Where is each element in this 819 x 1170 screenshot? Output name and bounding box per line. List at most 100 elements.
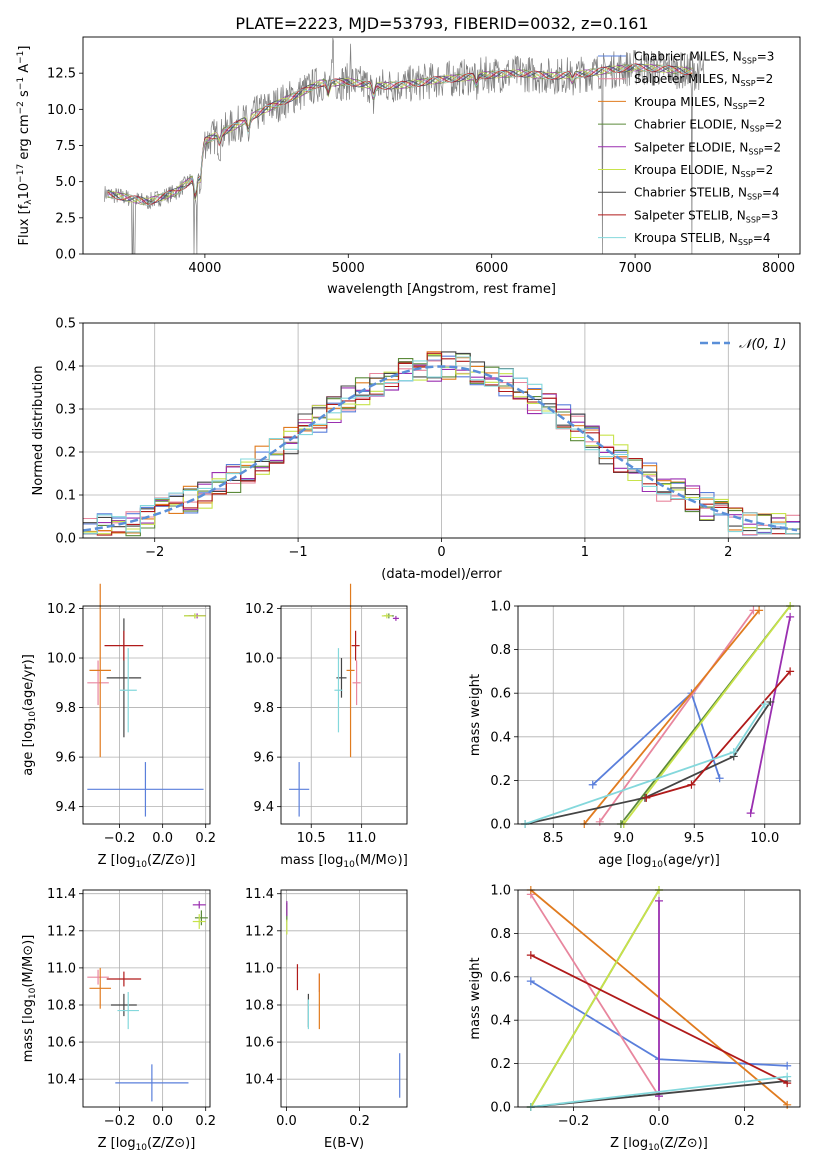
marker-kroupa-stelib (783, 1072, 792, 1081)
x-tick-label: 9.5 (684, 831, 705, 846)
plot-area (281, 606, 407, 824)
x-tick-label: −0.2 (558, 1114, 590, 1129)
x-tick-label: 0.2 (195, 1114, 216, 1129)
y-tick-label: 0.8 (490, 927, 511, 942)
marker-kroupa-stelib (760, 700, 769, 709)
line-chabrier-stelib (524, 701, 772, 825)
x-tick-label: 2 (724, 545, 732, 560)
line-salpeter-miles (530, 893, 660, 1097)
mass-weight-vs-age-panel: 8.5 9.0 9.5 10.0 0.0 0.2 0.4 0.6 0.8 1.0 age [log1… (468, 600, 801, 870)
x-axis-label: (data-model)/error (381, 567, 502, 582)
histogram-kroupa-stelib (83, 356, 800, 535)
y-tick-label: 9.8 (253, 701, 274, 716)
mass-vs-metallicity-panel: −0.2 0.0 0.2 10.4 10.6 10.8 11.0 11.2 11.4 Z [log… (21, 887, 216, 1153)
y-tick-label: 1.0 (490, 600, 511, 615)
y-tick-label: 11.2 (47, 924, 76, 939)
x-tick-label: −0.2 (104, 831, 136, 846)
spectrum-title: PLATE=2223, MJD=53793, FIBERID=0032, z=0… (235, 14, 648, 33)
marker-chabrier-miles (715, 774, 724, 783)
y-axis-label: mass weight (468, 957, 483, 1039)
x-tick-label: 8.5 (543, 831, 564, 846)
spectrum-panel: 4000 5000 6000 7000 8000 0.0 2.5 5.0 7.5 10.0 12.5… (16, 36, 801, 297)
y-tick-label: 5.0 (55, 175, 76, 190)
y-tick-label: 7.5 (55, 139, 76, 154)
y-tick-label: 10.4 (245, 1073, 274, 1088)
y-tick-label: 12.5 (47, 67, 76, 82)
marker-salpeter-elodie (786, 612, 795, 621)
x-tick-label: 9.0 (613, 831, 634, 846)
line-salpeter-stelib (530, 954, 788, 1084)
y-tick-label: 10.6 (47, 1036, 76, 1051)
legend-label-salpeter-miles: Salpeter MILES, NSSP=2 (634, 72, 773, 88)
x-tick-label: 0.0 (152, 1114, 173, 1129)
line-kroupa-elodie (623, 605, 791, 825)
x-tick-label: 0.0 (649, 1114, 670, 1129)
line-salpeter-elodie (749, 616, 791, 814)
y-tick-label: 9.4 (253, 800, 274, 815)
residuals-panel: −2 −1 0 1 2 0.0 0.1 0.2 0.3 0.4 0.5 𝒩(0, 1) (data-mo… (31, 317, 801, 582)
y-tick-label: 0.0 (55, 532, 76, 547)
x-tick-label: 7000 (619, 261, 652, 276)
x-tick-label: 0.2 (734, 1114, 755, 1129)
x-tick-label: 1 (581, 545, 589, 560)
marker-kroupa-miles (783, 1100, 792, 1109)
legend-label-kroupa-miles: Kroupa MILES, NSSP=2 (634, 95, 765, 111)
mass-weight-vs-metallicity-panel: −0.2 0.0 0.2 0.0 0.2 0.4 0.6 0.8 1.0 Z [log10(Z/Z… (468, 884, 801, 1153)
y-tick-label: 10.2 (245, 602, 274, 617)
y-tick-label: 0.4 (490, 1014, 511, 1029)
legend-label-chabrier-miles: Chabrier MILES, NSSP=3 (634, 50, 774, 66)
y-tick-label: 0.6 (490, 970, 511, 985)
y-tick-label: 0.0 (55, 248, 76, 263)
y-tick-label: 0.1 (55, 489, 76, 504)
marker-salpeter-elodie (655, 896, 663, 905)
line-kroupa-stelib (530, 1075, 788, 1108)
y-tick-label: 10.2 (47, 602, 76, 617)
axes-frame (517, 605, 801, 825)
axes-frame (82, 322, 801, 539)
y-tick-label: 11.0 (47, 961, 76, 976)
marker-chabrier-stelib (766, 697, 775, 706)
y-tick-label: 9.8 (55, 701, 76, 716)
y-tick-label: 0.0 (490, 1101, 511, 1116)
marker-salpeter-stelib (526, 951, 535, 960)
plot-area (83, 890, 210, 1107)
marker-salpeter-stelib (642, 793, 651, 802)
line-salpeter-miles (599, 609, 755, 823)
y-tick-label: 10.8 (245, 998, 274, 1013)
legend-label-chabrier-elodie: Chabrier ELODIE, NSSP=2 (634, 118, 782, 134)
x-axis-label: Z [log10(Z/Z⊙)] (610, 1136, 708, 1153)
age-vs-metallicity-panel: −0.2 0.0 0.2 9.4 9.6 9.8 10.0 10.2 Z [log10(Z/Z⊙… (21, 583, 216, 870)
plot-area (83, 606, 210, 824)
model-spectrum-kroupa-stelib (107, 63, 693, 206)
x-tick-label: −2 (145, 545, 164, 560)
x-tick-label: 6000 (475, 261, 508, 276)
axes-frame (280, 605, 408, 825)
marker-salpeter-stelib (687, 780, 696, 789)
x-axis-label: mass [log10(M/M⊙)] (280, 853, 408, 870)
y-axis-label: mass weight (468, 674, 483, 756)
axes-frame (82, 36, 801, 255)
y-tick-label: 11.2 (245, 924, 274, 939)
age-vs-mass-panel: 10.5 11.0 9.4 9.6 9.8 10.0 10.2 mass [log10(M/M… (245, 583, 408, 870)
axes-frame (517, 889, 801, 1108)
x-tick-label: 5000 (332, 261, 365, 276)
x-tick-label: 0.2 (195, 831, 216, 846)
axes-frame (280, 889, 408, 1108)
x-axis-label: wavelength [Angstrom, rest frame] (327, 282, 556, 297)
x-axis-label: Z [log10(Z/Z⊙)] (98, 853, 196, 870)
y-tick-label: 10.4 (47, 1073, 76, 1088)
y-axis-label: Normed distribution (31, 366, 46, 496)
y-tick-label: 0.4 (490, 730, 511, 745)
marker-kroupa-stelib (729, 748, 738, 757)
marker-chabrier-miles (526, 977, 535, 986)
x-tick-label: 0.0 (152, 831, 173, 846)
y-tick-label: 10.6 (245, 1036, 274, 1051)
y-axis-label: age [log10(age/yr)] (21, 654, 38, 776)
y-tick-label: 0.8 (490, 643, 511, 658)
y-tick-label: 0.3 (55, 403, 76, 418)
legend-label-chabrier-stelib: Chabrier STELIB, NSSP=4 (634, 186, 780, 202)
marker-chabrier-miles (588, 780, 597, 789)
y-tick-label: 10.0 (47, 103, 76, 118)
y-tick-label: 0.6 (490, 687, 511, 702)
